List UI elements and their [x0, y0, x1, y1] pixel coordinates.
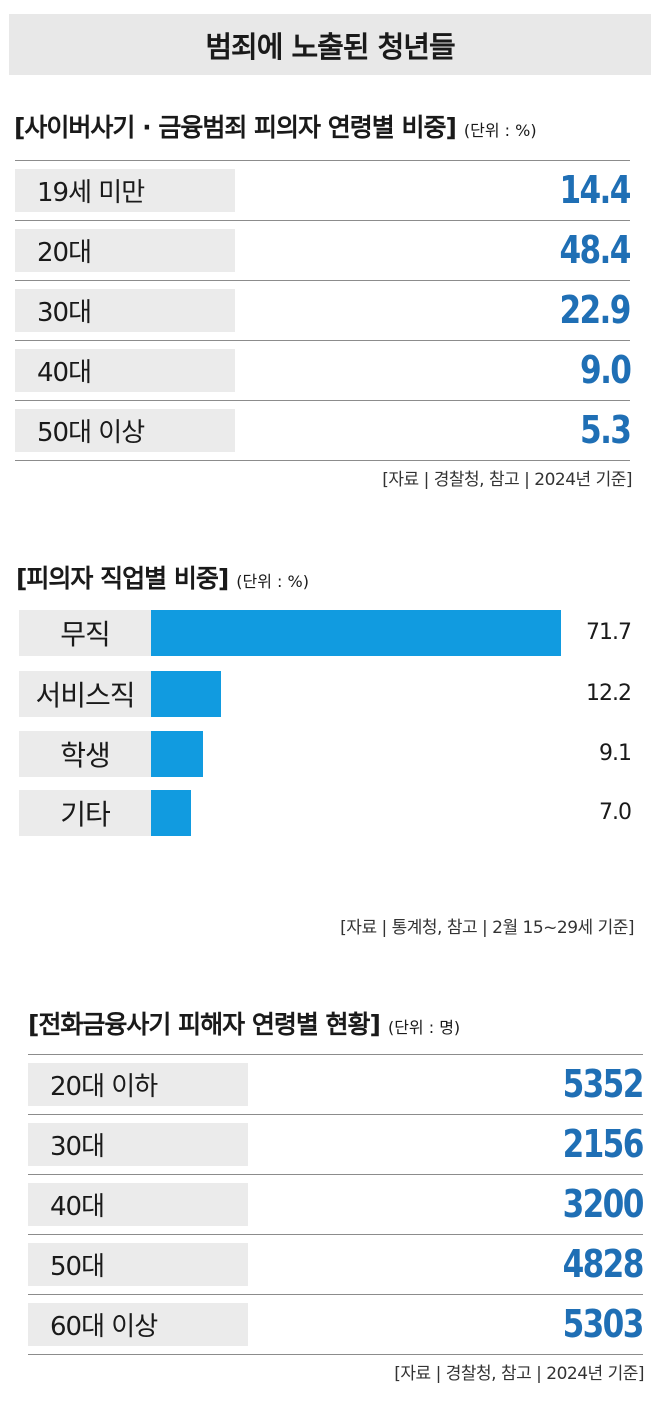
row-value: 14.4 — [559, 168, 632, 212]
row-value: 2156 — [562, 1122, 645, 1166]
row-label: 60대 이상 — [28, 1303, 248, 1346]
bar-row: 무직 71.7 — [19, 610, 639, 656]
section3-unit: (단위 : 명) — [387, 1018, 461, 1037]
bar-value-label: 12.2 — [586, 681, 632, 706]
table-row: 20대 48.4 — [15, 221, 632, 281]
page-title: 범죄에 노출된 청년들 — [9, 14, 651, 75]
row-label: 30대 — [15, 289, 235, 332]
row-divider — [15, 220, 630, 221]
row-value: 48.4 — [559, 228, 632, 272]
section3-source: [자료 | 경찰청, 참고 | 2024년 기준] — [394, 1364, 644, 1384]
table-row: 19세 미만 14.4 — [15, 161, 632, 221]
row-divider — [15, 340, 630, 341]
table-row: 40대 3200 — [28, 1175, 645, 1235]
section2-source: [자료 | 통계청, 참고 | 2월 15~29세 기준] — [340, 918, 634, 938]
row-label: 40대 — [28, 1183, 248, 1226]
row-value: 22.9 — [559, 288, 632, 332]
bar-row: 학생 9.1 — [19, 731, 639, 777]
row-label: 50대 — [28, 1243, 248, 1286]
bar — [151, 671, 221, 717]
section3-title-text: [전화금융사기 피해자 연령별 현황] — [28, 1010, 381, 1039]
bar-value-label: 9.1 — [599, 741, 632, 766]
table-top-rule — [15, 160, 630, 161]
bar — [151, 731, 203, 777]
row-label: 30대 — [28, 1123, 248, 1166]
section1-unit: (단위 : %) — [463, 121, 537, 140]
bar — [151, 790, 191, 836]
bar-row: 서비스직 12.2 — [19, 671, 639, 717]
row-value: 4828 — [562, 1242, 645, 1286]
section2-title: [피의자 직업별 비중] (단위 : %) — [16, 559, 309, 595]
bar-label: 학생 — [19, 731, 151, 777]
section1-title: [사이버사기 · 금융범죄 피의자 연령별 비중] (단위 : %) — [14, 108, 537, 144]
row-value: 5303 — [562, 1302, 645, 1346]
bar-label: 기타 — [19, 790, 151, 836]
section2-unit: (단위 : %) — [236, 572, 309, 591]
table-row: 20대 이하 5352 — [28, 1055, 645, 1115]
bar-row: 기타 7.0 — [19, 790, 639, 836]
table-top-rule — [28, 1054, 643, 1055]
section1-source: [자료 | 경찰청, 참고 | 2024년 기준] — [382, 470, 632, 490]
row-value: 3200 — [562, 1182, 645, 1226]
row-label: 50대 이상 — [15, 409, 235, 452]
bar-label: 서비스직 — [19, 671, 151, 717]
table-row: 50대 4828 — [28, 1235, 645, 1295]
row-divider — [28, 1294, 643, 1295]
table-row: 60대 이상 5303 — [28, 1295, 645, 1355]
table-row: 30대 2156 — [28, 1115, 645, 1175]
row-divider — [15, 460, 630, 461]
bar-value-label: 7.0 — [599, 800, 632, 825]
row-divider — [28, 1354, 643, 1355]
table-row: 50대 이상 5.3 — [15, 401, 632, 461]
row-label: 40대 — [15, 349, 235, 392]
row-value: 5352 — [562, 1062, 645, 1106]
row-divider — [28, 1234, 643, 1235]
row-divider — [28, 1114, 643, 1115]
row-divider — [15, 400, 630, 401]
row-divider — [15, 280, 630, 281]
row-value: 9.0 — [579, 348, 632, 392]
table-row: 40대 9.0 — [15, 341, 632, 401]
row-label: 19세 미만 — [15, 169, 235, 212]
row-label: 20대 — [15, 229, 235, 272]
row-value: 5.3 — [579, 408, 632, 452]
table-row: 30대 22.9 — [15, 281, 632, 341]
row-divider — [28, 1174, 643, 1175]
section2-title-text: [피의자 직업별 비중] — [16, 564, 229, 593]
bar-label: 무직 — [19, 610, 151, 656]
bar-value-label: 71.7 — [586, 620, 632, 645]
section1-title-text: [사이버사기 · 금융범죄 피의자 연령별 비중] — [14, 113, 457, 142]
row-label: 20대 이하 — [28, 1063, 248, 1106]
section3-title: [전화금융사기 피해자 연령별 현황] (단위 : 명) — [28, 1005, 460, 1041]
bar — [151, 610, 561, 656]
